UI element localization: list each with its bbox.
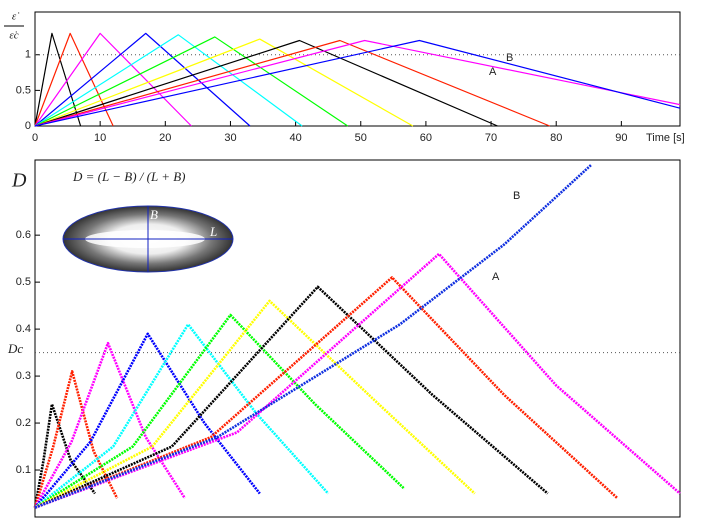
inset-label: L bbox=[209, 224, 217, 239]
data-line bbox=[33, 402, 96, 508]
x-label: Time [s] bbox=[646, 132, 685, 144]
data-line bbox=[34, 36, 349, 127]
annotation: B bbox=[506, 52, 513, 64]
annotation: B bbox=[513, 190, 520, 202]
inset: B L bbox=[62, 205, 234, 273]
y-tick-label: 0.1 bbox=[16, 464, 31, 476]
reference-label: Dc bbox=[7, 341, 23, 356]
y-label: D bbox=[11, 170, 27, 192]
y-label-denominator: ε̇c bbox=[9, 30, 18, 42]
data-line bbox=[34, 39, 681, 127]
data-line bbox=[34, 34, 303, 127]
annotation: A bbox=[489, 66, 497, 78]
annotation: A bbox=[492, 271, 500, 283]
y-tick-label: 0.2 bbox=[16, 417, 31, 429]
data-line bbox=[34, 323, 330, 509]
x-tick-label: 50 bbox=[355, 132, 367, 144]
data-line bbox=[34, 32, 114, 127]
y-tick-label: 1 bbox=[25, 49, 31, 61]
x-tick-label: 70 bbox=[485, 132, 497, 144]
data-line bbox=[34, 276, 619, 509]
x-tick-label: 40 bbox=[289, 132, 301, 144]
data-line bbox=[34, 39, 498, 127]
x-tick-label: 10 bbox=[94, 132, 106, 144]
x-tick-label: 60 bbox=[420, 132, 432, 144]
data-line bbox=[34, 32, 251, 127]
data-line bbox=[34, 299, 476, 509]
data-line bbox=[34, 39, 550, 127]
top-frame bbox=[34, 11, 681, 127]
x-tick-label: 30 bbox=[224, 132, 236, 144]
y-tick-label: 0.6 bbox=[16, 229, 31, 241]
x-tick-label: 0 bbox=[32, 132, 38, 144]
x-tick-label: 80 bbox=[550, 132, 562, 144]
y-tick-label: 0 bbox=[25, 120, 31, 132]
data-line bbox=[34, 313, 406, 509]
inset-label: B bbox=[150, 207, 158, 222]
data-line bbox=[34, 285, 549, 509]
x-tick-label: 90 bbox=[615, 132, 627, 144]
x-tick-label: 20 bbox=[159, 132, 171, 144]
data-line bbox=[34, 163, 593, 509]
y-tick-label: 0.5 bbox=[16, 84, 31, 96]
data-line bbox=[33, 370, 119, 508]
data-line bbox=[34, 32, 192, 127]
y-label-numerator: ε̇ bbox=[12, 11, 20, 23]
data-line bbox=[33, 341, 186, 509]
data-line bbox=[34, 38, 414, 127]
y-tick-label: 0.5 bbox=[16, 276, 31, 288]
data-line bbox=[34, 39, 681, 127]
formula: D = (L − B) / (L + B) bbox=[72, 169, 186, 184]
data-line bbox=[34, 332, 261, 509]
bottom-frame bbox=[34, 159, 681, 518]
y-tick-label: 0.4 bbox=[16, 323, 31, 335]
y-tick-label: 0.3 bbox=[16, 370, 31, 382]
